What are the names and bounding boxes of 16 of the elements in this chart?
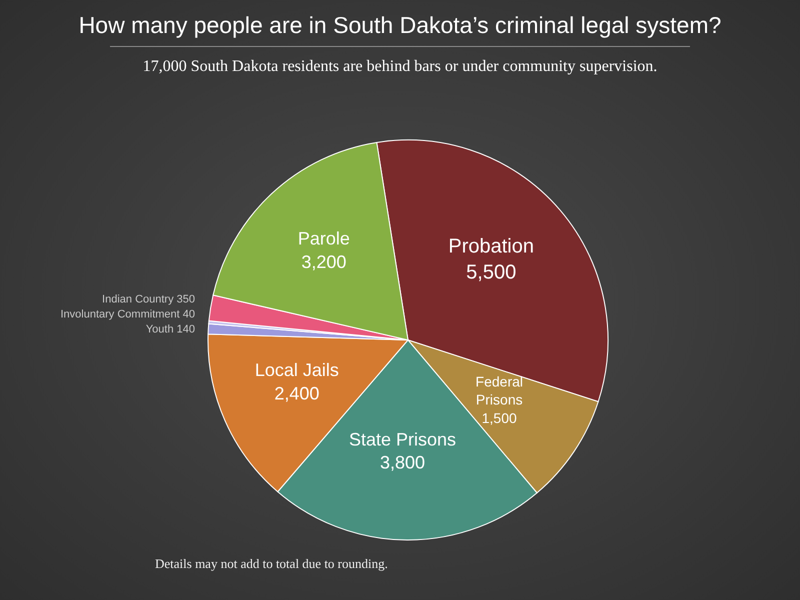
data-label: 2,400 (274, 384, 320, 404)
text: Details may not add to total due to rounding. (155, 556, 388, 572)
chart-title: How many people are in South Dakota’s criminal legal system? (78, 12, 722, 39)
slice-label: Parole (298, 228, 350, 248)
data-label: 5,500 (466, 262, 516, 284)
chart-subtitle: 17,000 South Dakota residents are behind bars or under community supervision. (142, 58, 658, 76)
slice-label: Youth 140 (146, 324, 195, 336)
slice-label: Involuntary Commitment 40 (60, 308, 195, 321)
slice-label: Local Jails (254, 360, 339, 380)
data-label: 3,200 (301, 252, 346, 272)
slice-label: Federal Prisons (476, 374, 524, 408)
slice-label: Probation (448, 236, 534, 258)
data-label: 3,800 (380, 452, 426, 473)
data-label: 1,500 (482, 410, 518, 426)
slice-label: Indian Country 350 (102, 294, 195, 306)
slice-label: State Prisons (348, 429, 456, 450)
